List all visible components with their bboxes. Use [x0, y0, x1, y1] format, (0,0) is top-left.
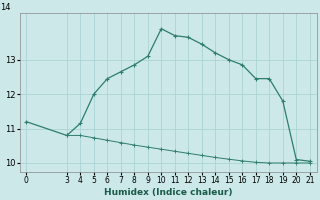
Text: 14: 14	[0, 3, 11, 12]
X-axis label: Humidex (Indice chaleur): Humidex (Indice chaleur)	[104, 188, 232, 197]
